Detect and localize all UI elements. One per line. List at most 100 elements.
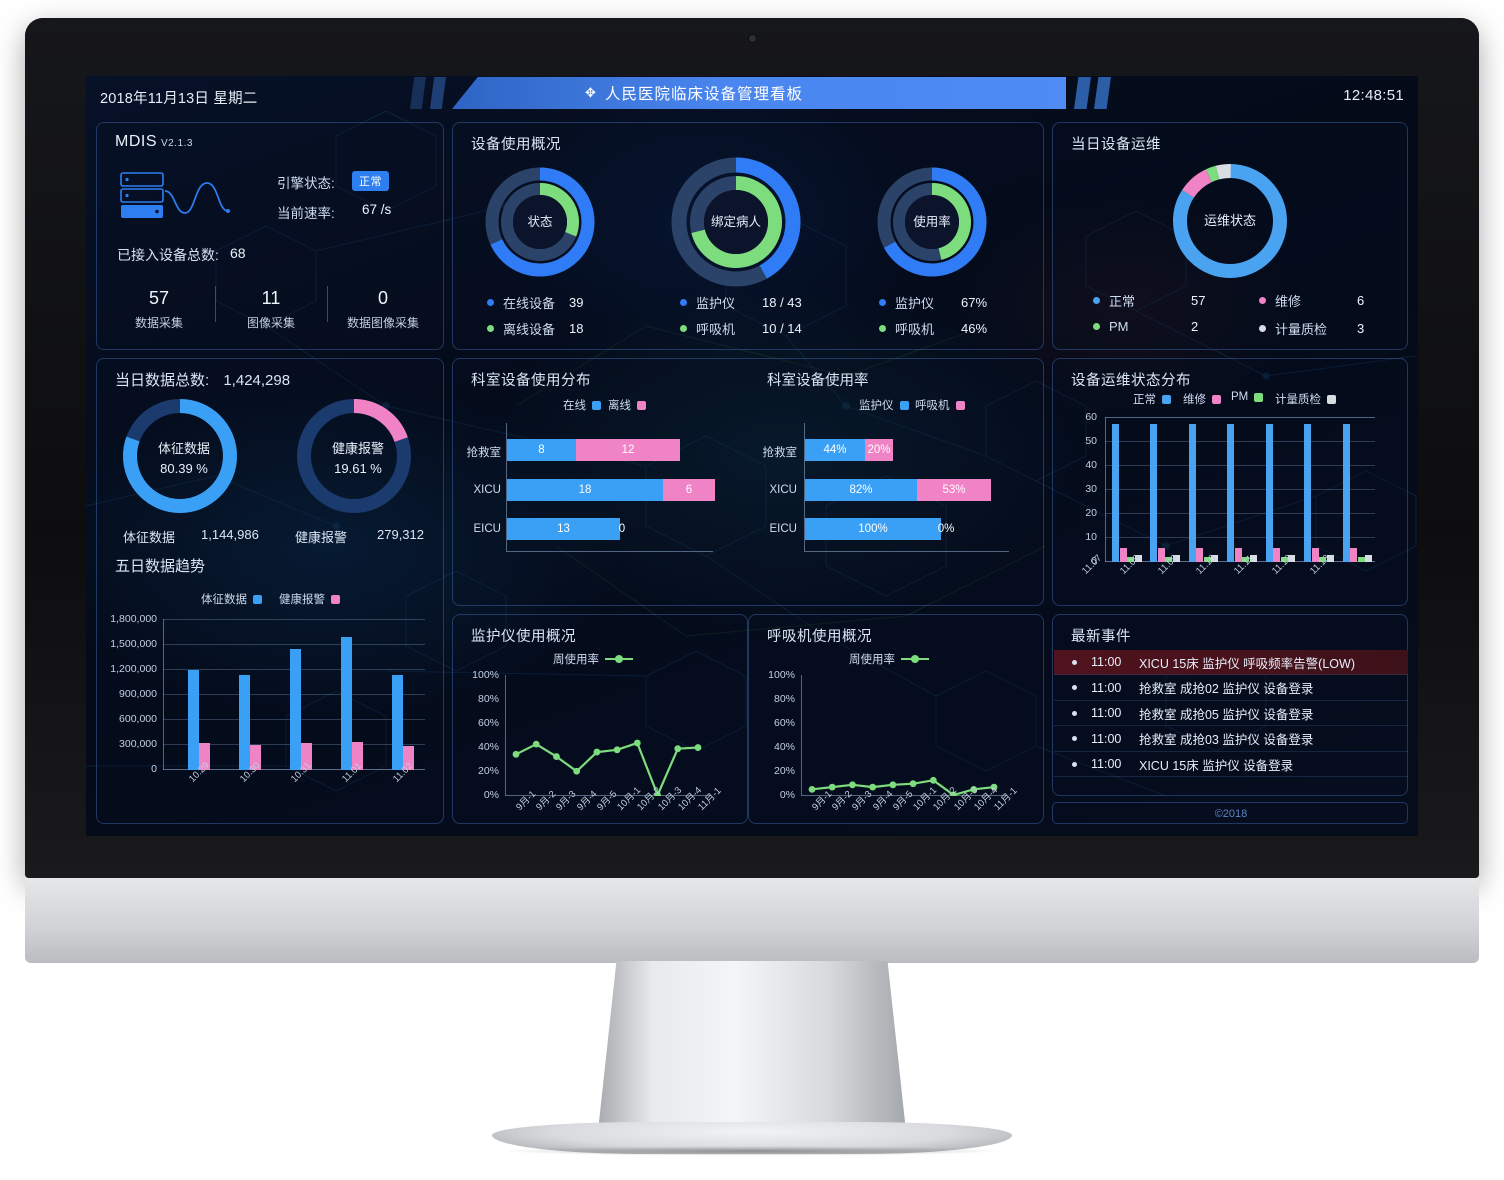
stat-value: 57 [148,288,170,308]
y-axis-line [163,619,164,770]
dist-online-value-eicu: 13 [507,518,620,540]
event-row[interactable]: 11:00 抢救室 成抢03 监护仪 设备登录 [1054,727,1408,752]
event-text: 抢救室 成抢03 监护仪 设备登录 [1139,733,1314,747]
bar-alarm-1030 [250,745,261,770]
vital-data-percent: 80.39 % [160,461,208,476]
legend-value: 2 [1191,319,1199,334]
stat-value: 11 [261,288,281,308]
bar-维修-11.11 [1273,547,1281,562]
legend-metrology: 计量质检 [1275,391,1336,407]
legend-label: 计量质检 [1275,394,1321,406]
y-tick: 60% [477,717,499,729]
bar-计量质检-11.09 [1211,554,1219,562]
current-rate-label: 当前速率: [277,206,335,221]
dist-offline-value-eicu: 0 [618,523,626,535]
event-row[interactable]: 11:00 XICU 15床 监护仪 设备登录 [1054,752,1408,777]
legend-online: 在线 [563,397,601,413]
header-clock: 12:48:51 [1343,87,1404,104]
dashboard-title-text: 人民医院临床设备管理看板 [604,86,803,103]
legend-label: 周使用率 [553,654,599,666]
legend-label: 呼吸机 [696,322,736,337]
event-bullet-icon [1072,659,1077,665]
legend-label: 体征数据 [201,594,247,606]
dist-online-value-xicu: 18 [507,479,663,501]
event-time: 11:00 [1091,731,1122,746]
trend-legend-vital: 体征数据 [201,591,262,607]
data-total-title: 当日数据总数: 1,424,298 [115,369,290,390]
legend-color-swatch [592,400,601,410]
legend-color-dot [1259,297,1266,304]
engine-status-label: 引擎状态: [277,176,335,191]
ventilator-series-path [808,776,998,796]
y-tick: 20% [773,765,795,777]
bar-正常-11.08 [1150,424,1158,562]
bar-vital-1031 [290,649,301,770]
x-axis-line [801,795,1006,796]
dist-row-xicu: 18 6 [507,479,715,501]
event-text: 抢救室 成抢02 监护仪 设备登录 [1139,682,1314,696]
util-cat-xicu: XICU [769,484,797,496]
y-tick: 0 [151,763,157,775]
y-tick: 1,200,000 [110,663,157,675]
donut-bound-patients: 绑定病人 [671,157,801,287]
data-point-10月-3 [950,791,957,796]
legend-value: 3 [1357,321,1365,336]
mdis-panel: MDIS V2.1.3 引擎状态: 正常 当前速率: 67 /s 已接入设备总数:… [96,122,444,350]
total-devices-label: 已接入设备总数: [117,247,219,263]
legend-value: 10 / 14 [762,321,802,336]
legend-label: PM [1109,319,1129,334]
ventilator-legend: 周使用率 [849,651,929,667]
legend-repair: 维修 [1183,391,1221,407]
y-tick: 0 [1091,555,1097,567]
trend-legend-alarm: 健康报警 [279,591,340,607]
header-slash-decoration [430,77,446,109]
gridline [163,644,425,645]
stat-divider [215,286,216,322]
health-alarm-footer-label: 健康报警 [295,530,348,545]
y-tick: 60% [773,717,795,729]
dist-offline-value-rescue: 12 [576,439,680,461]
panel-title: 当日设备运维 [1071,137,1161,153]
data-point-9月-4 [869,783,877,791]
y-tick: 50 [1085,435,1097,447]
y-axis-line [505,675,506,795]
legend-label: 正常 [1109,294,1136,309]
event-row[interactable]: 11:00 抢救室 成抢05 监护仪 设备登录 [1054,701,1408,726]
data-point-9月-5 [889,781,897,789]
bar-维修-11.08 [1157,547,1165,562]
legend-color-swatch [331,594,340,604]
event-text: XICU 15床 监护仪 呼吸频率告警(LOW) [1139,656,1355,671]
event-row[interactable]: 11:00 抢救室 成抢02 监护仪 设备登录 [1054,676,1408,701]
util-cat-eicu: EICU [769,523,797,535]
legend-normal: 正常 [1133,391,1171,407]
dist-offline-value-xicu: 6 [663,479,715,501]
y-tick: 900,000 [119,688,157,700]
event-bullet-icon [1072,736,1077,741]
bar-计量质检-11.08 [1172,554,1180,562]
data-point-9月-2 [532,740,540,748]
legend-color-swatch [1212,394,1221,404]
data-point-10月-1 [909,780,917,788]
stat-label: 数据图像采集 [346,316,419,330]
legend-label: 在线设备 [503,296,556,311]
util-ventilator-value-rescue: 20% [865,439,893,461]
svg-text:运维状态: 运维状态 [1204,213,1256,228]
dashboard-header: ✥ 人民医院临床设备管理看板 2018年11月13日 星期二 12:48:51 [86,76,1418,118]
gridline [1105,441,1375,442]
legend-color-swatch [955,400,965,410]
legend-value: 67% [961,295,988,310]
bar-维修-11.13 [1350,547,1358,562]
data-point-9月-3 [849,781,856,789]
server-waveform-icon [120,172,230,218]
bar-正常-11.09 [1188,424,1196,562]
stat-data-collection: 57 数据采集 [103,288,215,331]
legend-ventilator-rate: 呼吸机 46% [879,319,987,338]
event-row[interactable]: 11:00 XICU 15床 监护仪 呼吸频率告警(LOW) [1054,650,1408,675]
dist-cat-rescue: 抢救室 [466,447,502,459]
event-text: 抢救室 成抢05 监护仪 设备登录 [1139,707,1314,722]
svg-text:状态: 状态 [527,215,552,229]
dist-online-value-rescue: 8 [507,439,576,461]
vital-data-footer-label: 体征数据 [123,530,176,545]
bar-维修-11.10 [1234,547,1242,562]
